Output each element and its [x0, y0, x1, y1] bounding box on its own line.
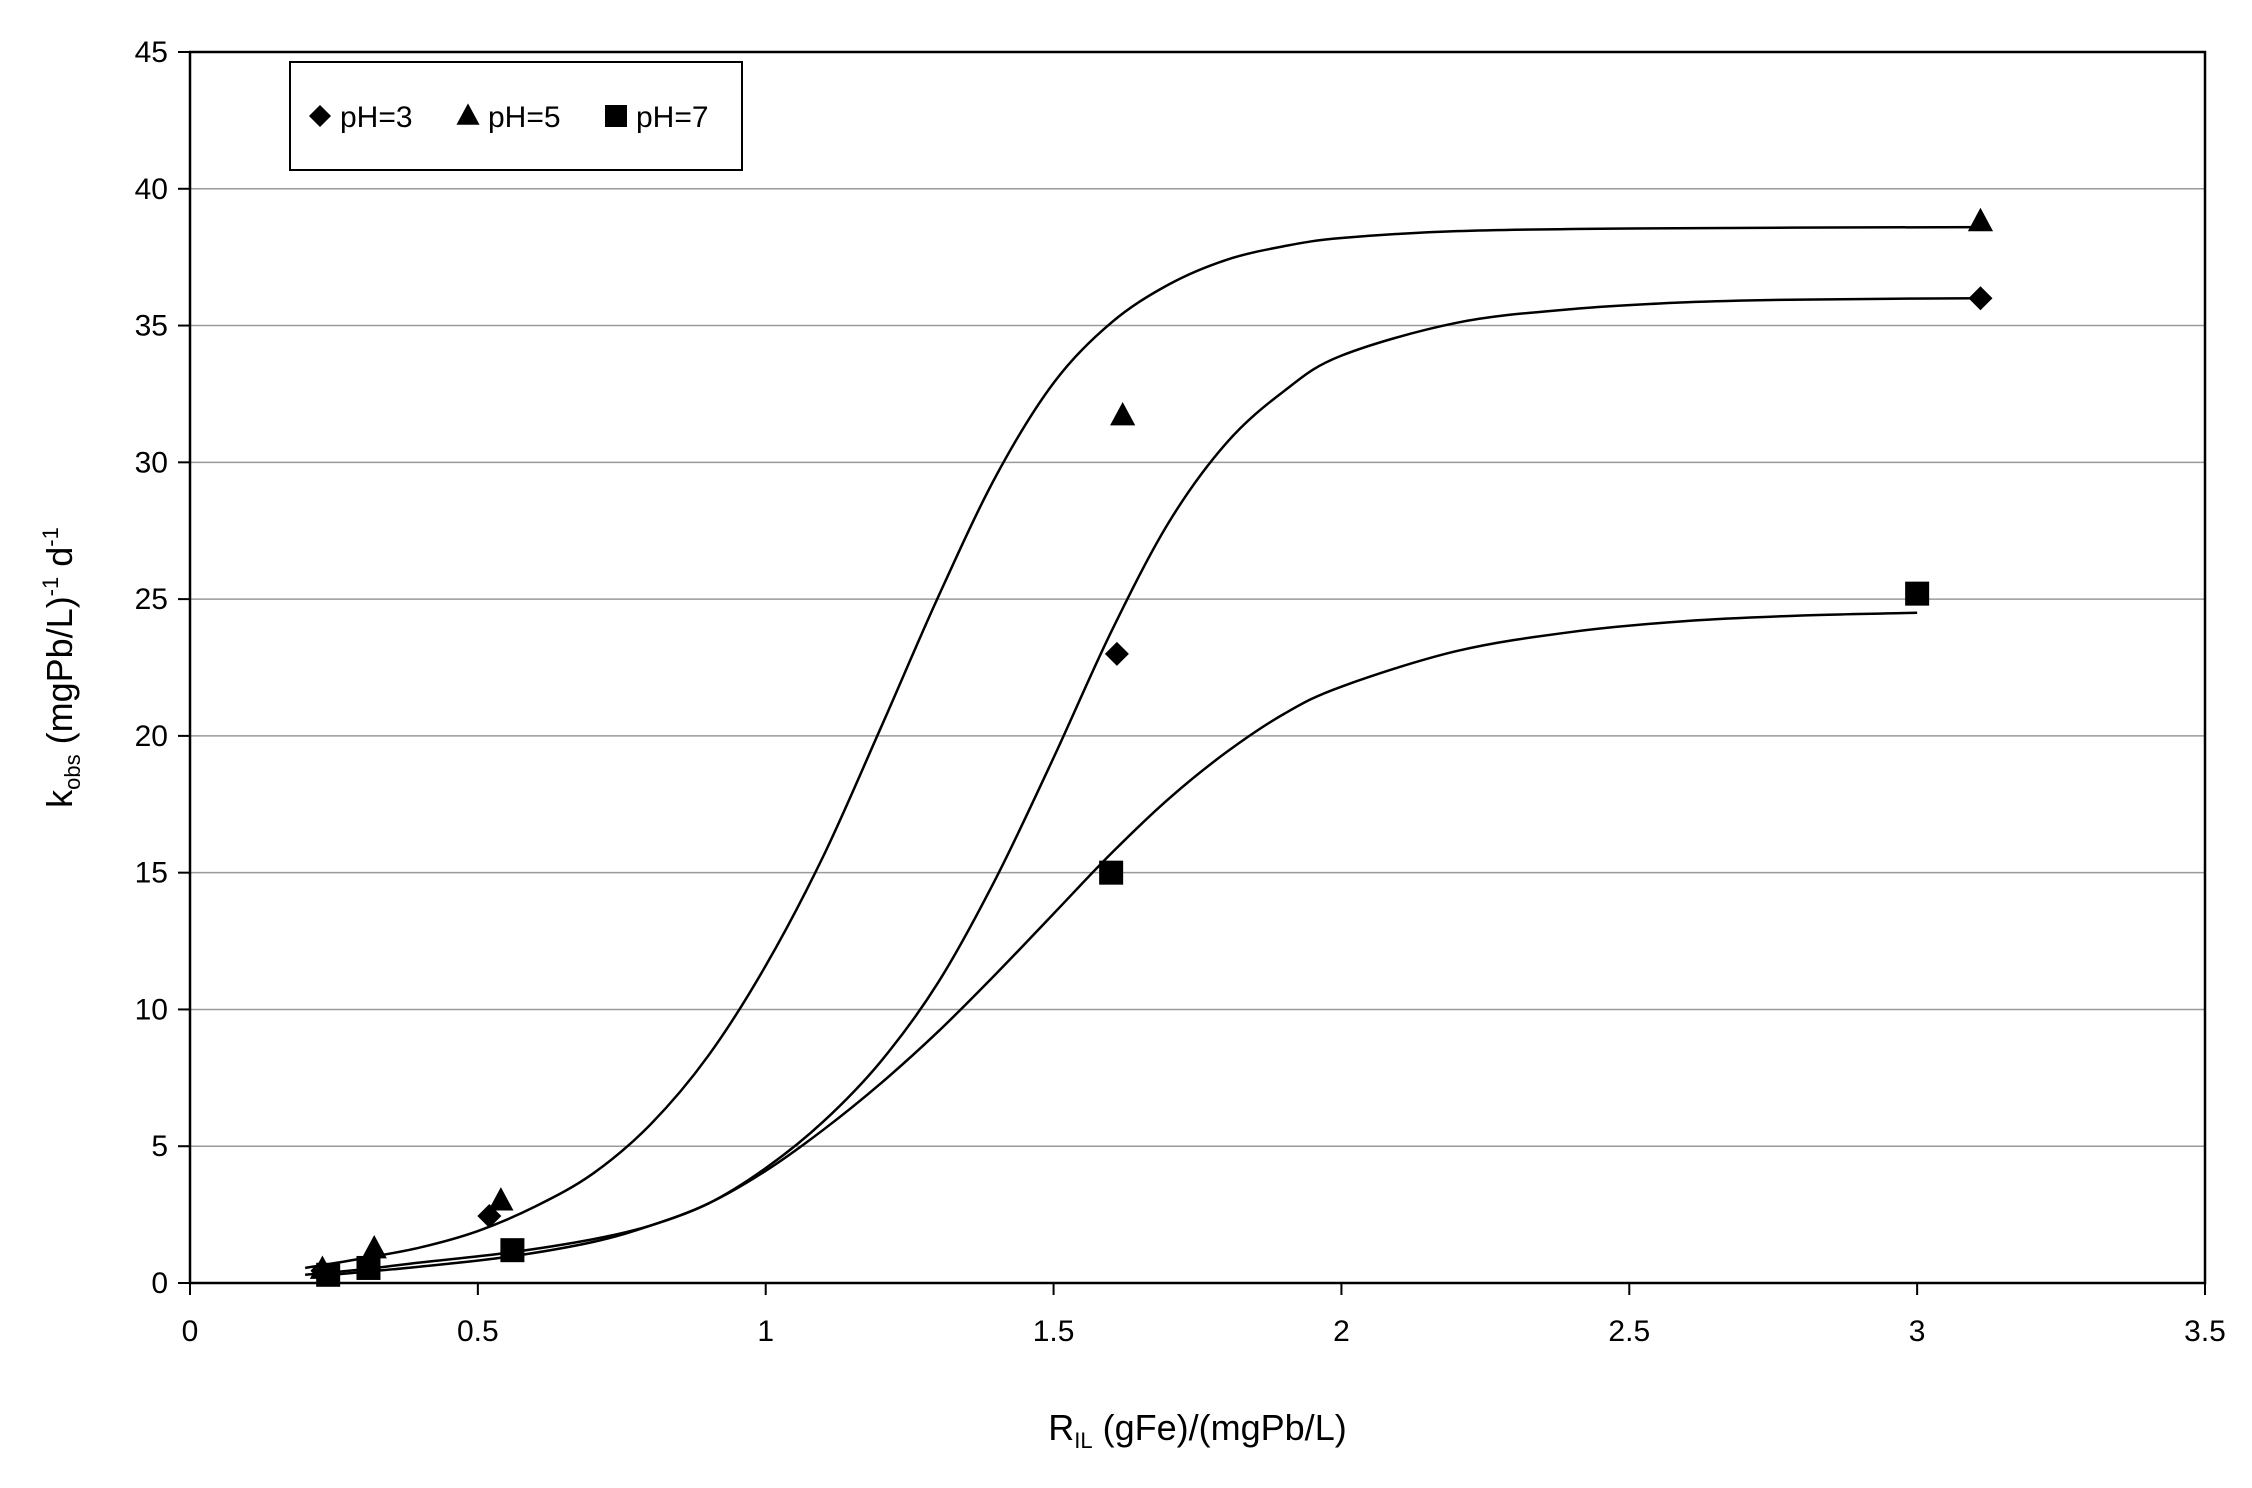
fit-curves	[304, 225, 1981, 1278]
x-tick-label-0: 0	[182, 1315, 199, 1348]
y-axis-title-mid: (mgPb/L)	[39, 596, 80, 754]
y-tick-label-1: 5	[151, 1130, 168, 1163]
y-tick-label-3: 15	[135, 857, 168, 890]
y-axis-title: kobs (mgPb/L)-1 d-1	[38, 527, 85, 808]
y-axis-title-main: k	[39, 789, 80, 808]
y-tick-label-0: 0	[151, 1267, 168, 1300]
data-point-ph7-4	[1905, 581, 1930, 606]
axis-ticks: 0 5 10 15 20 25 30 35 40 45 0 0.5 1 1.5 2 2.5 3 3.5	[135, 36, 2226, 1348]
data-point-ph7-2	[500, 1238, 525, 1263]
data-point-ph7-0	[316, 1262, 341, 1287]
plot-area-frame	[188, 50, 2207, 1285]
data-point-ph7-3	[1099, 860, 1124, 885]
fit-curve-ph7	[316, 611, 1918, 1278]
legend-label-ph3: pH=3	[340, 101, 413, 134]
data-point-ph7-1	[356, 1255, 381, 1280]
y-tick-label-5: 25	[135, 583, 168, 616]
y-tick-label-6: 30	[135, 446, 168, 479]
gridlines	[190, 188, 2205, 1147]
legend-label-ph7: pH=7	[636, 101, 709, 134]
x-axis-title-sub: IL	[1074, 1428, 1092, 1453]
y-axis-title-sup2: -1	[38, 527, 63, 547]
x-tick-label-6: 3	[1909, 1315, 1926, 1348]
data-markers	[309, 207, 1994, 1287]
x-axis-title-rest: (gFe)/(mgPb/L)	[1093, 1407, 1347, 1448]
y-tick-label-8: 40	[135, 173, 168, 206]
y-tick-label-4: 20	[135, 720, 168, 753]
y-axis-title-sub: obs	[60, 754, 85, 789]
data-point-ph5-1	[361, 1235, 387, 1259]
data-point-ph5-3	[1110, 402, 1136, 426]
legend-marker-ph7	[605, 105, 627, 127]
legend-marker-ph3	[309, 105, 331, 127]
x-tick-label-4: 2	[1333, 1315, 1350, 1348]
data-point-ph3-4	[1968, 286, 1993, 311]
legend: pH=3 pH=5 pH=7	[289, 61, 743, 171]
x-tick-label-3: 1.5	[1033, 1315, 1075, 1348]
legend-label-ph5: pH=5	[488, 101, 561, 134]
y-tick-label-7: 35	[135, 310, 168, 343]
y-axis-title-sup1: -1	[38, 577, 63, 597]
x-axis-title-main: R	[1048, 1407, 1074, 1448]
x-tick-label-5: 2.5	[1608, 1315, 1650, 1348]
x-tick-label-7: 3.5	[2184, 1315, 2226, 1348]
legend-box	[289, 61, 743, 171]
legend-marker-ph5	[456, 103, 480, 125]
y-axis-title-mid2: d	[39, 547, 80, 577]
x-axis-title: RIL (gFe)/(mgPb/L)	[1048, 1407, 1346, 1453]
data-point-ph5-4	[1967, 207, 1994, 232]
x-tick-label-1: 0.5	[457, 1315, 499, 1348]
data-point-ph3-3	[1104, 641, 1129, 666]
data-point-ph5-2	[488, 1187, 514, 1211]
y-tick-label-9: 45	[135, 36, 168, 69]
y-tick-label-2: 10	[135, 993, 168, 1026]
fit-curve-ph5	[304, 225, 1981, 1270]
x-tick-label-2: 1	[757, 1315, 774, 1348]
fit-curve-ph3	[305, 296, 1981, 1277]
